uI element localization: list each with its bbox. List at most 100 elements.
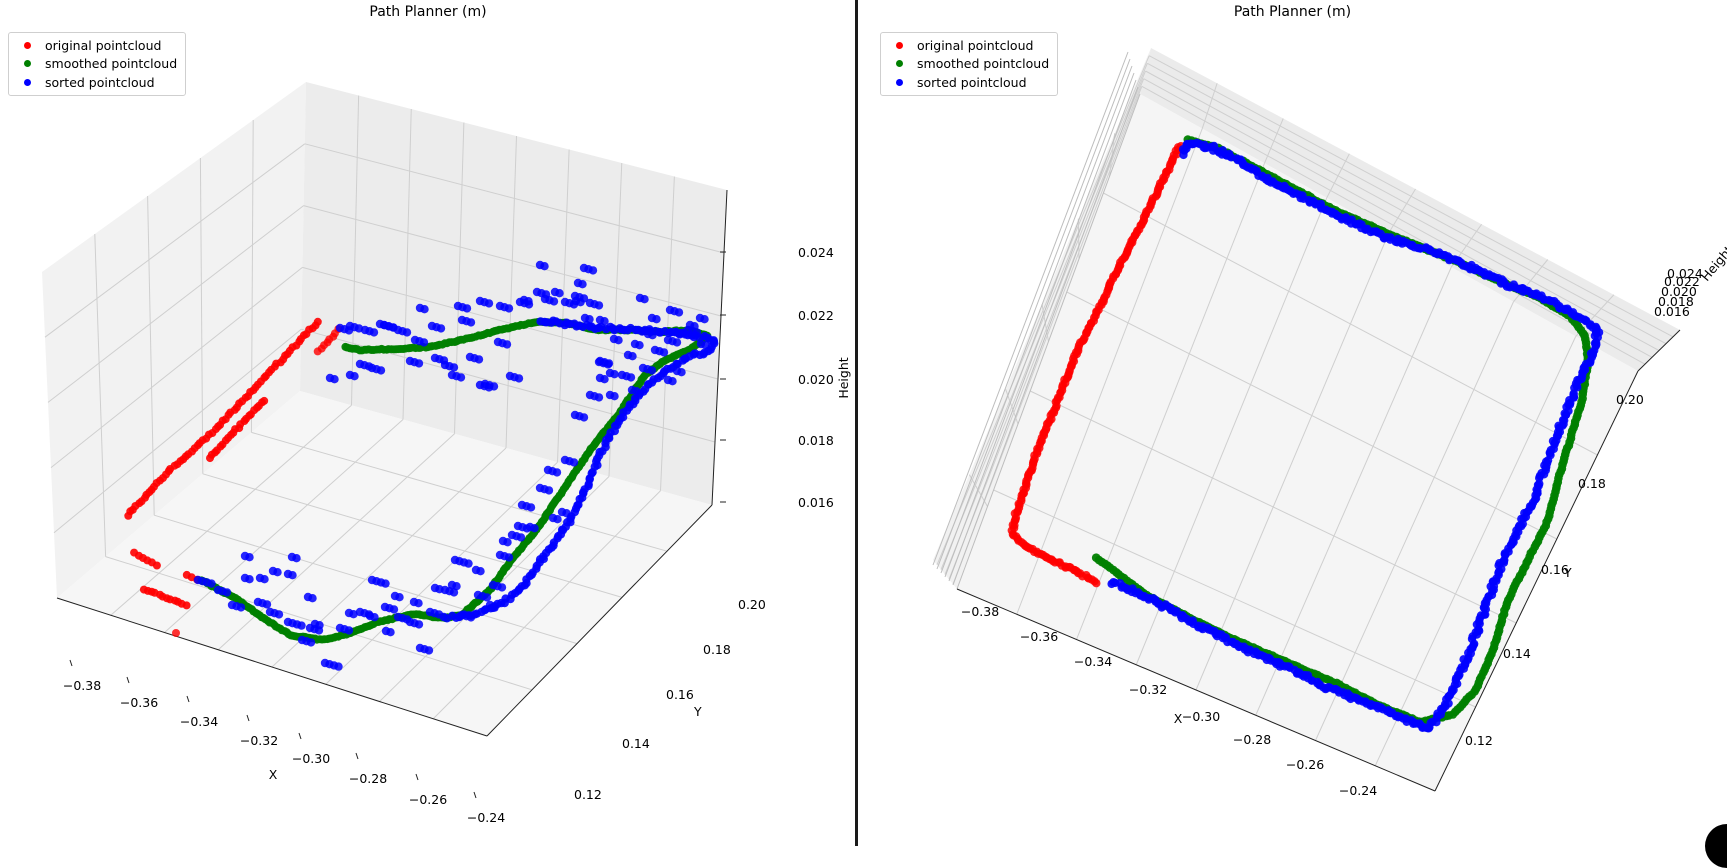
x-tick-label: −0.24: [467, 810, 505, 825]
side-gridline: [94, 233, 107, 557]
sorted-cluster-point: [610, 370, 619, 379]
z-tick-label: 0.024: [798, 245, 834, 260]
sorted-cluster-point: [395, 593, 404, 602]
sorted-cluster-point: [414, 620, 424, 629]
sorted-cluster-point: [514, 374, 524, 383]
legend-marker-sorted: [24, 78, 31, 86]
left-3d-axes[interactable]: −0.38 −0.36 −0.34 −0.32 −0.30 −0.28 −0.26 −0.24…: [0, 0, 856, 846]
x-tick-mark: [69, 659, 73, 667]
x-tick-label: −0.32: [1129, 682, 1167, 697]
y-tick-label: 0.14: [622, 736, 650, 751]
sorted-cluster-point: [288, 571, 297, 580]
legend-marker-original: [896, 41, 903, 49]
x-tick-mark: [126, 676, 130, 684]
sorted-cluster-point: [600, 317, 609, 326]
x-tick-label: −0.30: [292, 751, 330, 766]
back-gridline: [557, 149, 570, 463]
sorted-cluster-point: [588, 266, 598, 275]
sorted-cluster-point: [677, 368, 686, 377]
sorted-cluster-point: [578, 280, 587, 289]
floor-gridline: [1255, 266, 1452, 716]
side-gridline: [53, 328, 302, 534]
sorted-cluster-point: [544, 486, 554, 495]
floor-gridline: [1135, 197, 1328, 665]
legend-marker-original: [24, 41, 31, 49]
sorted-cluster-point: [674, 308, 684, 317]
left-plot-panel: Path Planner (m) original pointcloud smo…: [0, 0, 856, 846]
y-axis-label: Y: [693, 704, 702, 719]
original-point: [182, 601, 191, 610]
side-gridline: [940, 63, 1148, 570]
side-gridline: [44, 143, 306, 338]
sorted-cluster-point: [569, 458, 579, 467]
side-gridline: [932, 51, 1129, 566]
sorted-cluster-point: [640, 295, 649, 304]
sorted-cluster-point: [462, 304, 472, 313]
x-tick-mark: [246, 714, 250, 722]
sorted-cluster-point: [668, 377, 677, 386]
y-tick-label: 0.16: [1541, 562, 1569, 577]
x-tick-label: −0.36: [1020, 629, 1058, 644]
legend-label-original: original pointcloud: [45, 37, 162, 53]
sorted-cluster-point: [386, 628, 395, 637]
y-tick-label: 0.18: [703, 642, 731, 657]
sorted-cluster-point: [526, 503, 536, 512]
sorted-cluster-point: [594, 301, 604, 310]
z-axis-line: [1637, 329, 1681, 372]
legend-label-sorted: sorted pointcloud: [45, 74, 155, 90]
z-tick-label: 0.022: [798, 308, 834, 323]
sorted-cluster-point: [376, 366, 386, 375]
z-tick-label: 0.016: [1654, 304, 1690, 319]
sorted-cluster-point: [594, 393, 604, 402]
y-axis-line: [1434, 370, 1639, 792]
x-tick-mark: [415, 773, 419, 781]
x-tick-label: −0.36: [120, 695, 158, 710]
back-gridline: [1145, 70, 1660, 351]
sorted-cluster-point: [484, 383, 494, 392]
x-tick-label: −0.34: [180, 714, 218, 729]
sorted-cluster-point: [579, 413, 589, 422]
x-tick-label: −0.38: [63, 678, 101, 693]
floor-pane: [57, 391, 712, 736]
y-tick-label: 0.16: [666, 687, 694, 702]
sorted-cluster-point: [292, 554, 301, 563]
original-point: [1092, 579, 1101, 588]
y-tick-label: 0.14: [1503, 646, 1531, 661]
sorted-cluster-point: [530, 524, 539, 533]
sorted-cluster-point: [381, 579, 390, 588]
sorted-cluster-point: [297, 621, 306, 630]
x-tick-label: −0.24: [1339, 783, 1377, 798]
sorted-cluster-point: [482, 593, 492, 602]
smoothed-point: [341, 342, 350, 351]
x-axis-label: X: [269, 767, 278, 782]
sorted-cluster-point: [484, 299, 494, 308]
sorted-cluster-point: [414, 359, 424, 368]
z-tick-label: 0.020: [1661, 284, 1697, 299]
sorted-cluster-point: [635, 341, 644, 350]
floor-gridline: [432, 490, 661, 720]
sorted-cluster-point: [562, 509, 571, 518]
sorted-cluster-point: [402, 328, 412, 337]
side-gridline: [47, 205, 304, 403]
sorted-cluster-point: [516, 533, 526, 542]
panel-divider: [855, 0, 858, 846]
sorted-cluster-point: [306, 638, 316, 647]
back-gridline: [454, 122, 465, 434]
sorted-cluster-point: [369, 328, 379, 337]
sorted-cluster-point: [389, 605, 399, 614]
sorted-cluster-point: [600, 375, 609, 384]
sorted-cluster-point: [260, 575, 269, 584]
left-legend: original pointcloud smoothed pointcloud …: [8, 32, 187, 96]
sorted-cluster-point: [610, 392, 619, 401]
right-3d-axes[interactable]: −0.38 −0.36 −0.34 −0.32 −0.30 −0.28 −0.26 −0.24…: [858, 0, 1727, 846]
sorted-point: [1107, 579, 1116, 589]
sorted-cluster-point: [652, 315, 661, 324]
back-gridline: [1147, 62, 1667, 345]
side-gridline: [199, 157, 204, 474]
x-tick-label: −0.26: [409, 792, 447, 807]
x-tick-mark: [355, 752, 359, 760]
legend-label-original: original pointcloud: [917, 37, 1034, 53]
floor-gridline: [993, 489, 1476, 708]
side-gridline: [50, 267, 303, 468]
right-plot-panel: Path Planner (m) original pointcloud smo…: [858, 0, 1727, 868]
